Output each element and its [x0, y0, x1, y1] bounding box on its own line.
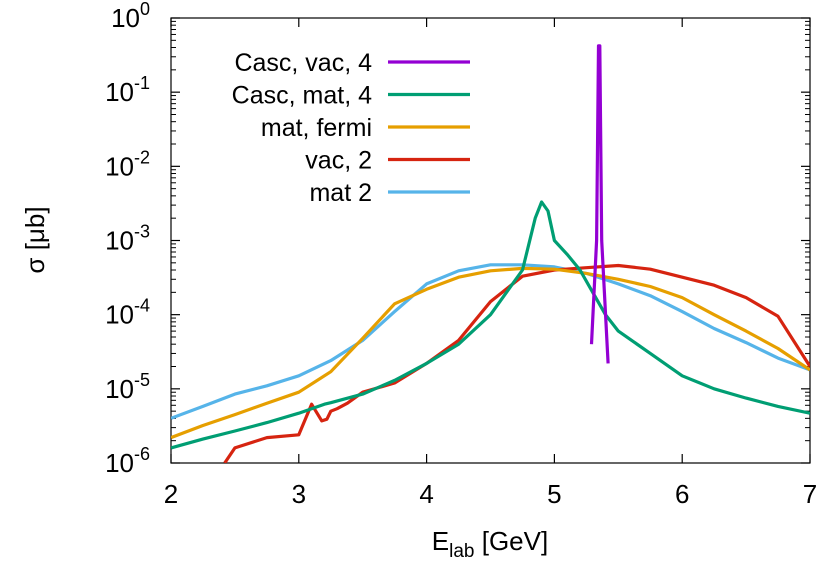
x-tick-label: 7	[803, 479, 817, 509]
x-axis-label: Elab [GeV]	[432, 526, 548, 561]
x-axis-label-subscript: lab	[449, 541, 474, 561]
y-tick-exponent: -3	[134, 222, 150, 242]
y-tick-exponent: 0	[140, 0, 150, 19]
series-line-casc-mat-4	[171, 200, 810, 450]
x-axis-label-unit: [GeV]	[475, 526, 549, 556]
y-tick-exponent: -4	[134, 296, 150, 316]
legend-label: mat 2	[309, 179, 372, 207]
x-tick-label: 6	[675, 479, 689, 509]
legend-label: vac, 2	[305, 147, 372, 175]
series-layer	[171, 44, 810, 463]
x-tick-label: 4	[419, 479, 433, 509]
y-tick-label: 10-1	[105, 73, 150, 107]
legend-label: Casc, mat, 4	[232, 82, 372, 110]
y-tick-label: 10-6	[105, 444, 150, 478]
y-tick-base: 10	[105, 448, 134, 478]
y-tick-label: 10-2	[105, 147, 150, 181]
series-line-mat-fermi	[171, 266, 810, 440]
y-tick-label: 10-4	[105, 296, 150, 330]
x-tick-label: 3	[292, 479, 306, 509]
y-tick-label: 10-5	[105, 370, 150, 404]
y-tick-base: 10	[105, 374, 134, 404]
y-tick-label: 10-3	[105, 222, 150, 256]
y-tick-base: 10	[105, 151, 134, 181]
y-tick-base: 10	[105, 226, 134, 256]
y-tick-exponent: -1	[134, 73, 150, 93]
y-tick-label: 100	[111, 0, 150, 33]
y-tick-exponent: -5	[134, 370, 150, 390]
y-axis-label: σ [μb]	[20, 206, 50, 273]
series-line-mat-2	[171, 263, 810, 420]
y-tick-exponent: -2	[134, 147, 150, 167]
y-tick-base: 10	[105, 77, 134, 107]
y-tick-exponent: -6	[134, 444, 150, 464]
series-line-casc-vac-4	[589, 44, 610, 364]
series-line-vac-2	[223, 263, 810, 463]
legend-label: mat, fermi	[261, 114, 372, 142]
y-tick-base: 10	[105, 300, 134, 330]
legend: Casc, vac, 4 Casc, mat, 4 mat, fermi vac, 2…	[232, 49, 470, 207]
x-tick-label: 5	[547, 479, 561, 509]
x-tick-label: 2	[164, 479, 178, 509]
x-axis-label-main: E	[432, 526, 449, 556]
legend-label: Casc, vac, 4	[234, 49, 372, 77]
y-tick-base: 10	[111, 3, 140, 33]
